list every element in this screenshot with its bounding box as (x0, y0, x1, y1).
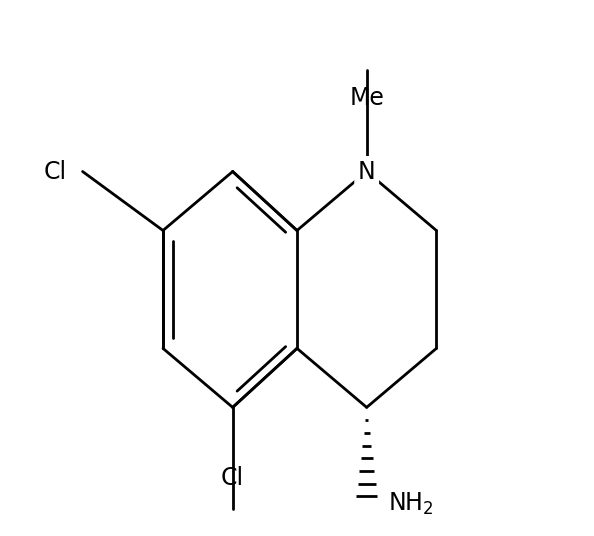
Text: NH$_2$: NH$_2$ (388, 491, 434, 517)
Text: Cl: Cl (221, 466, 244, 490)
Text: Cl: Cl (43, 160, 67, 183)
Text: Me: Me (349, 86, 384, 110)
Text: N: N (358, 160, 375, 183)
